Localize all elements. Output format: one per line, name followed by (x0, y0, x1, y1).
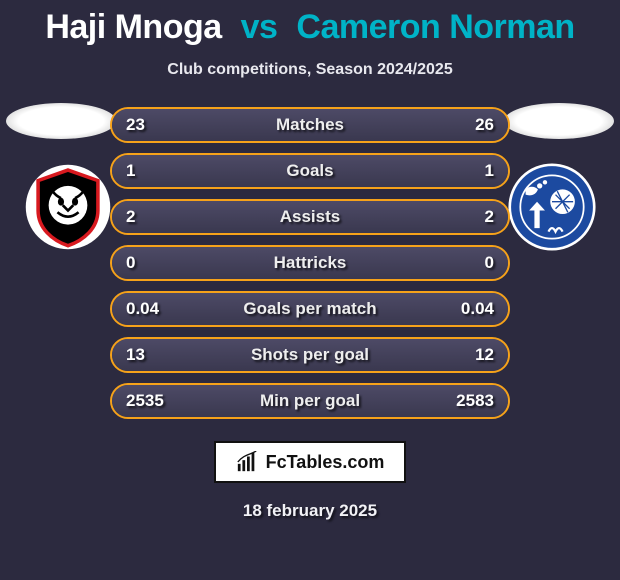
salford-shield-icon (24, 163, 112, 251)
stat-value-right: 1 (428, 161, 508, 181)
stat-label: Matches (192, 115, 428, 135)
chart-bars-icon (236, 451, 258, 473)
subtitle: Club competitions, Season 2024/2025 (0, 61, 620, 79)
stat-value-left: 23 (112, 115, 192, 135)
stat-value-right: 2583 (428, 391, 508, 411)
stat-row: 0Hattricks0 (110, 245, 510, 281)
stat-row: 2Assists2 (110, 199, 510, 235)
stat-value-left: 0 (112, 253, 192, 273)
stat-value-right: 2 (428, 207, 508, 227)
date-text: 18 february 2025 (0, 501, 620, 521)
player2-name: Cameron Norman (296, 8, 574, 46)
stat-rows: 23Matches261Goals12Assists20Hattricks00.… (110, 107, 510, 419)
stat-value-right: 0.04 (428, 299, 508, 319)
stat-row: 1Goals1 (110, 153, 510, 189)
stat-row: 0.04Goals per match0.04 (110, 291, 510, 327)
stat-label: Min per goal (192, 391, 428, 411)
stat-row: 23Matches26 (110, 107, 510, 143)
player1-name: Haji Mnoga (45, 8, 221, 46)
stat-value-right: 26 (428, 115, 508, 135)
stat-value-left: 2535 (112, 391, 192, 411)
stat-value-left: 1 (112, 161, 192, 181)
stat-value-left: 0.04 (112, 299, 192, 319)
stat-label: Goals (192, 161, 428, 181)
footer: FcTables.com 18 february 2025 (0, 441, 620, 521)
comparison-title: Haji Mnoga vs Cameron Norman (0, 0, 620, 47)
club-badge-left (24, 163, 112, 251)
disc-right (504, 103, 614, 139)
vs-label: vs (241, 8, 278, 46)
stat-value-right: 12 (428, 345, 508, 365)
brand-text: FcTables.com (266, 452, 385, 473)
stat-label: Hattricks (192, 253, 428, 273)
stat-label: Goals per match (192, 299, 428, 319)
stat-row: 13Shots per goal12 (110, 337, 510, 373)
stat-value-left: 13 (112, 345, 192, 365)
tranmere-crest-icon (508, 163, 596, 251)
stat-value-left: 2 (112, 207, 192, 227)
stat-value-right: 0 (428, 253, 508, 273)
comparison-content: 23Matches261Goals12Assists20Hattricks00.… (0, 107, 620, 419)
club-badge-right (508, 163, 596, 251)
stat-row: 2535Min per goal2583 (110, 383, 510, 419)
stat-label: Assists (192, 207, 428, 227)
brand-box: FcTables.com (214, 441, 407, 483)
disc-left (6, 103, 116, 139)
stat-label: Shots per goal (192, 345, 428, 365)
